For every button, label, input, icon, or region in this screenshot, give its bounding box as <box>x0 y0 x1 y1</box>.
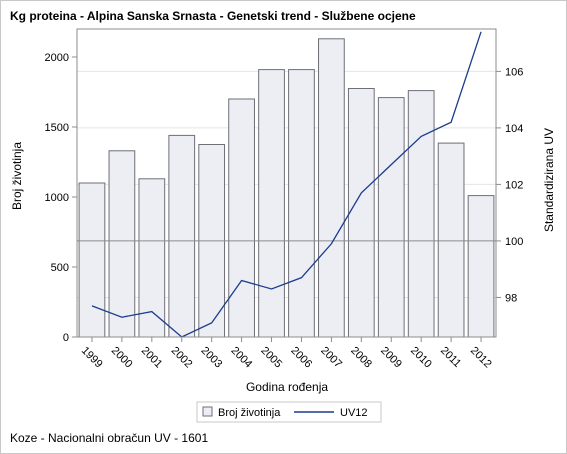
x-tick-label: 2008 <box>348 345 374 371</box>
line-series <box>91 31 482 338</box>
bar <box>377 97 405 338</box>
x-tick-label: 2010 <box>408 345 434 371</box>
x-tick-label: 2005 <box>258 345 284 371</box>
bar <box>467 195 495 338</box>
x-tick-label: 2001 <box>139 345 165 371</box>
y2-axis-label: Standardizirana UV <box>542 128 556 232</box>
y2-tick-label: 98 <box>505 292 517 304</box>
legend-line-label: UV12 <box>340 407 368 419</box>
plot-frame <box>76 28 497 338</box>
x-tick-label: 2007 <box>318 345 344 371</box>
x-tick-label: 2012 <box>468 345 494 371</box>
bar <box>407 90 435 338</box>
y-tick-label: 1000 <box>45 192 69 204</box>
legend-bar-label: Broj životinja <box>218 407 281 419</box>
legend-box <box>196 401 382 423</box>
y-tick-label: 2000 <box>45 52 69 64</box>
bar <box>437 142 465 338</box>
x-tick-label: 2006 <box>288 345 314 371</box>
x-tick-label: 2002 <box>169 345 195 371</box>
y2-tick-label: 104 <box>505 123 523 135</box>
bar <box>288 69 315 338</box>
y-tick-label: 500 <box>51 262 69 274</box>
legend-bar-swatch <box>202 406 213 417</box>
y-tick-label: 0 <box>63 332 69 344</box>
uv12-line <box>91 31 482 338</box>
x-tick-label: 2000 <box>109 345 135 371</box>
bar <box>318 38 345 338</box>
bar <box>108 150 136 338</box>
legend: Broj životinja UV12 <box>196 401 382 423</box>
y2-tick-label: 106 <box>505 66 523 78</box>
x-tick-label: 1999 <box>79 345 105 371</box>
x-tick-label: 2003 <box>199 345 225 371</box>
y2-tick-label: 100 <box>505 236 523 248</box>
bar <box>228 98 255 338</box>
bar <box>78 182 106 338</box>
bar <box>347 88 375 338</box>
bar <box>168 134 196 338</box>
x-tick-label: 2004 <box>228 345 254 371</box>
y2-tick-label: 102 <box>505 179 523 191</box>
chart-title: Kg proteina - Alpina Sanska Srnasta - Ge… <box>10 9 416 23</box>
x-tick-label: 2011 <box>438 345 463 370</box>
y-tick-label: 1500 <box>45 122 69 134</box>
bars <box>78 38 495 338</box>
footnote: Koze - Nacionalni obračun UV - 1601 <box>10 431 209 445</box>
bar <box>258 69 285 338</box>
x-tick-label: 2009 <box>378 345 404 371</box>
x-axis-label: Godina rođenja <box>246 380 328 394</box>
y-axis-label: Broj životinja <box>10 142 24 210</box>
bar <box>138 178 166 338</box>
